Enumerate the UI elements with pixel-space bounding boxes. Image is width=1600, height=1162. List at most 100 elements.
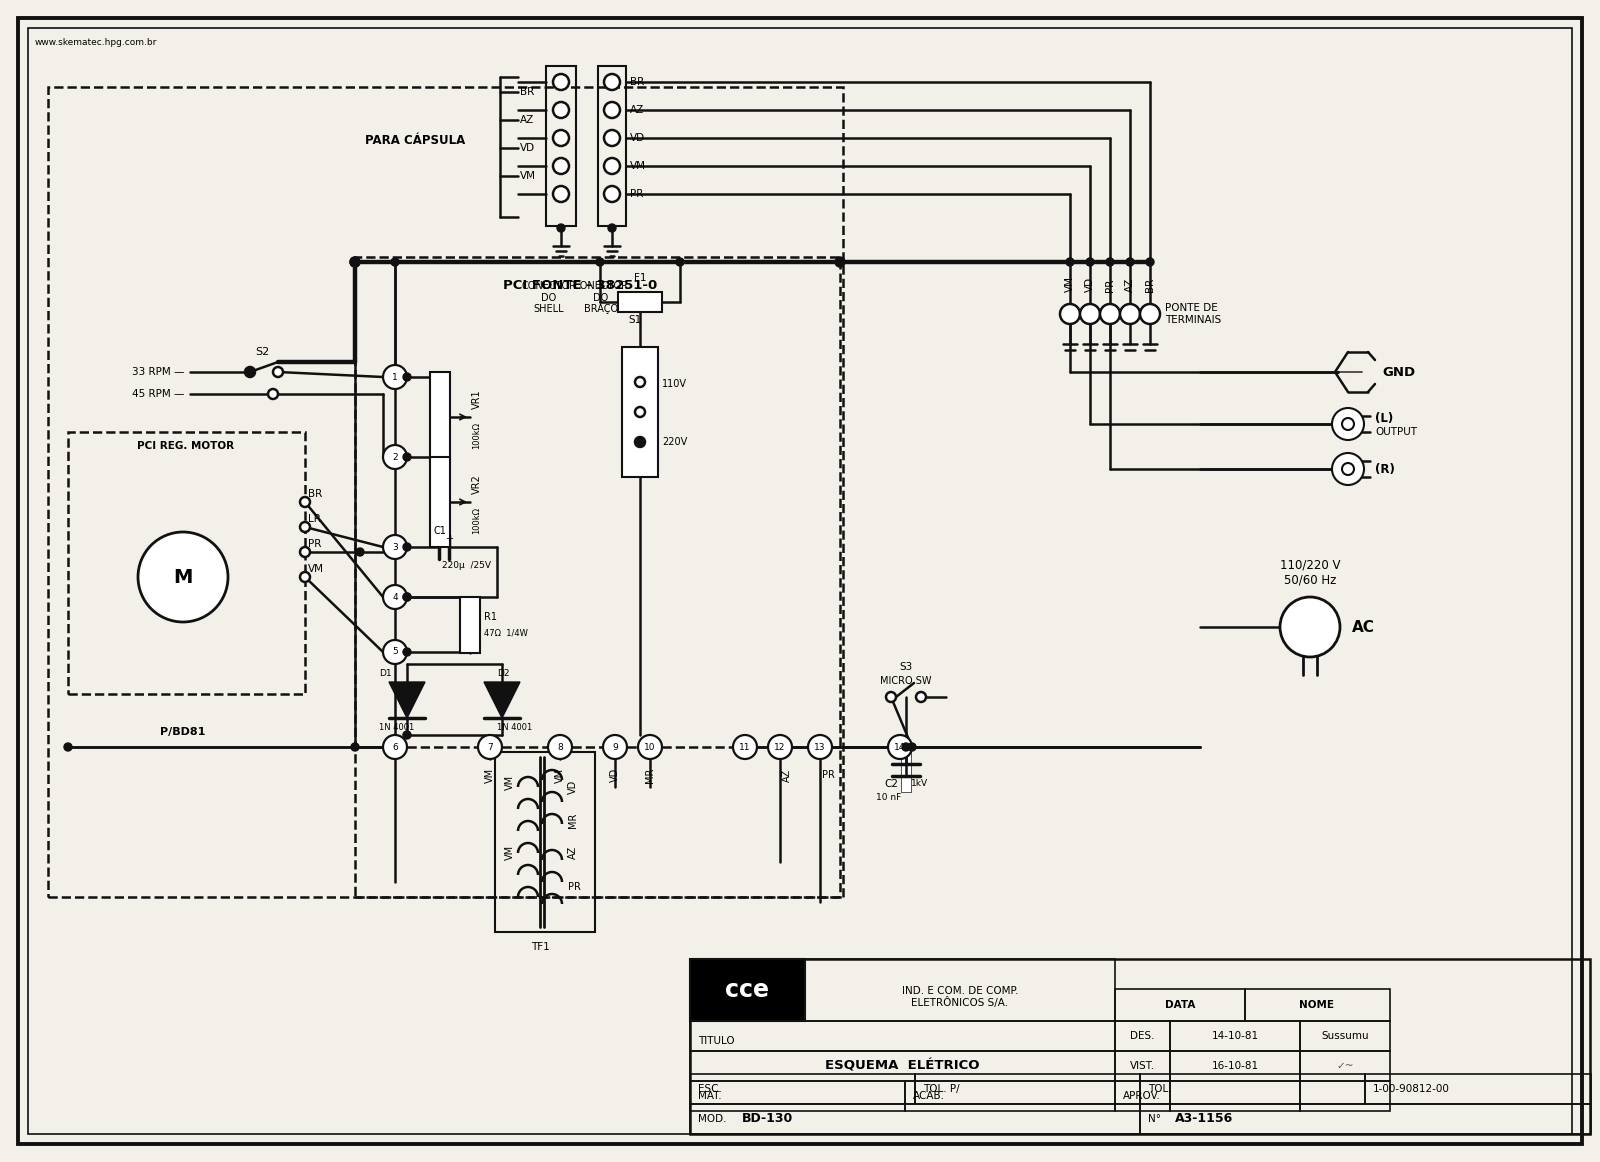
- Text: ✓~: ✓~: [1336, 1061, 1354, 1071]
- Text: LR: LR: [309, 514, 322, 524]
- Text: 14: 14: [894, 743, 906, 752]
- Text: PARA CÁPSULA: PARA CÁPSULA: [365, 134, 466, 146]
- Text: C1: C1: [434, 526, 446, 536]
- Text: VR2: VR2: [472, 474, 482, 494]
- Circle shape: [888, 736, 912, 759]
- Circle shape: [301, 572, 310, 582]
- Bar: [1115, 989, 1245, 1021]
- Text: VD: VD: [568, 780, 578, 794]
- Circle shape: [1342, 462, 1354, 475]
- Text: 100kΩ: 100kΩ: [472, 422, 482, 449]
- Text: 1-00-90812-00: 1-00-90812-00: [1373, 1084, 1450, 1093]
- Bar: [1299, 1081, 1390, 1111]
- Bar: [1139, 1074, 1365, 1104]
- Text: IND. E COM. DE COMP.
ELETRÔNICOS S/A.: IND. E COM. DE COMP. ELETRÔNICOS S/A.: [902, 985, 1018, 1009]
- Bar: [622, 347, 658, 476]
- Text: 11: 11: [739, 743, 750, 752]
- Text: BR: BR: [1146, 278, 1155, 292]
- Text: 12: 12: [774, 743, 786, 752]
- Text: 6: 6: [392, 743, 398, 752]
- Circle shape: [1066, 258, 1074, 266]
- Circle shape: [390, 258, 398, 266]
- Bar: [461, 597, 480, 653]
- Text: VIST.: VIST.: [1130, 1061, 1155, 1071]
- Text: ESQUEMA  ELÉTRICO: ESQUEMA ELÉTRICO: [824, 1060, 979, 1073]
- Bar: [1170, 1021, 1299, 1050]
- Text: VM: VM: [506, 845, 515, 860]
- Circle shape: [733, 736, 757, 759]
- Bar: [690, 1104, 1139, 1134]
- Text: VM: VM: [555, 767, 565, 782]
- Text: VM: VM: [520, 171, 536, 181]
- Text: M: M: [173, 567, 192, 587]
- Circle shape: [597, 258, 605, 266]
- Circle shape: [1120, 304, 1139, 324]
- Circle shape: [635, 437, 645, 447]
- Circle shape: [1059, 304, 1080, 324]
- Circle shape: [605, 158, 621, 174]
- Text: S3: S3: [899, 662, 912, 672]
- Bar: [906, 1081, 1115, 1111]
- Circle shape: [64, 743, 72, 751]
- Circle shape: [768, 736, 792, 759]
- Bar: [1139, 1104, 1590, 1134]
- Circle shape: [1280, 597, 1341, 657]
- Circle shape: [403, 453, 411, 461]
- Text: (R): (R): [1374, 462, 1395, 475]
- Text: ACAB.: ACAB.: [914, 1091, 946, 1102]
- Bar: [1115, 1050, 1170, 1081]
- Text: 10 nF: 10 nF: [877, 794, 901, 803]
- Circle shape: [886, 693, 896, 702]
- Bar: [355, 257, 840, 897]
- Bar: [915, 1074, 1139, 1104]
- Text: 33 RPM —: 33 RPM —: [133, 367, 184, 376]
- Bar: [598, 66, 626, 225]
- Circle shape: [605, 130, 621, 146]
- Circle shape: [554, 74, 570, 89]
- Text: PCI FONTE - 38251-0: PCI FONTE - 38251-0: [502, 279, 658, 292]
- Text: 14-10-81: 14-10-81: [1211, 1031, 1259, 1041]
- Bar: [494, 752, 595, 932]
- Circle shape: [603, 736, 627, 759]
- Text: CONECTOR
DO
SHELL: CONECTOR DO SHELL: [522, 281, 576, 314]
- Bar: [690, 959, 1590, 1134]
- Bar: [1170, 1081, 1299, 1111]
- Text: PR: PR: [1106, 279, 1115, 292]
- Text: cce: cce: [725, 978, 770, 1002]
- Bar: [48, 87, 843, 897]
- Text: MR: MR: [645, 767, 654, 783]
- Text: 5: 5: [392, 647, 398, 657]
- Text: PR: PR: [822, 770, 835, 780]
- Circle shape: [1080, 304, 1101, 324]
- Text: 1kV: 1kV: [910, 780, 928, 789]
- Text: APROV.: APROV.: [1123, 1091, 1162, 1102]
- Circle shape: [350, 257, 360, 267]
- Circle shape: [1106, 258, 1114, 266]
- Text: F1: F1: [634, 273, 646, 284]
- Text: GND: GND: [1382, 366, 1414, 379]
- Text: Sussumu: Sussumu: [1322, 1031, 1370, 1041]
- Text: DES.: DES.: [1130, 1031, 1154, 1041]
- Text: AZ: AZ: [1125, 278, 1134, 292]
- Text: VD: VD: [520, 143, 534, 153]
- Text: MOD.: MOD.: [698, 1114, 726, 1124]
- Circle shape: [835, 257, 845, 267]
- Circle shape: [808, 736, 832, 759]
- Bar: [690, 1021, 1115, 1050]
- Bar: [618, 292, 662, 313]
- Text: VM: VM: [309, 564, 325, 574]
- Circle shape: [1331, 453, 1363, 485]
- Text: VR1: VR1: [472, 389, 482, 409]
- Text: ESC.: ESC.: [698, 1084, 722, 1093]
- Text: 8: 8: [557, 743, 563, 752]
- Circle shape: [635, 376, 645, 387]
- Text: BR: BR: [520, 87, 534, 96]
- Text: TF1: TF1: [531, 942, 549, 952]
- Circle shape: [403, 543, 411, 551]
- Text: VM: VM: [485, 767, 494, 782]
- Text: C2: C2: [885, 779, 898, 789]
- Circle shape: [557, 224, 565, 232]
- Text: 10: 10: [645, 743, 656, 752]
- Circle shape: [245, 367, 254, 376]
- Bar: [805, 959, 1115, 1021]
